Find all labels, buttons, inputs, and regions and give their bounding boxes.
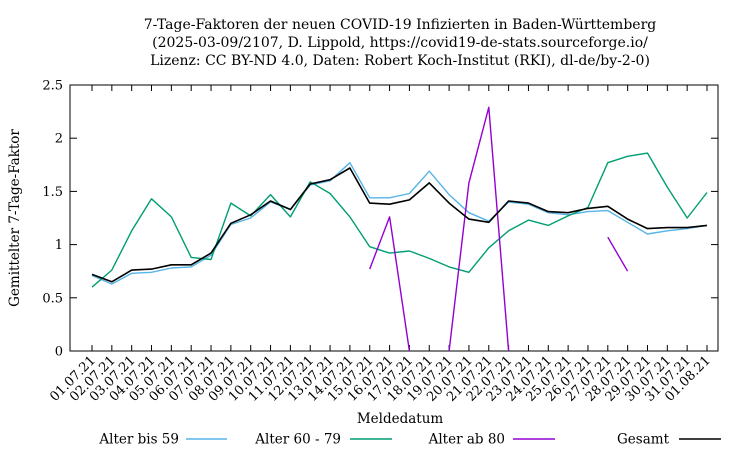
series-line-gesamt: [91, 167, 708, 283]
legend-label-gesamt: Gesamt: [617, 432, 670, 448]
y-axis: 0 0.5 1 1.5 2 2.5: [42, 79, 718, 360]
chart-title-line-2: (2025-03-09/2107, D. Lippold, https://co…: [152, 35, 648, 51]
series-line-alter-bis-59: [91, 162, 708, 285]
legend-label-alter-bis-59: Alter bis 59: [98, 432, 179, 448]
y-tick-label: 2.5: [42, 79, 63, 94]
legend-label-alter-ab-80: Alter ab 80: [428, 432, 505, 448]
y-tick-label: 2: [55, 132, 63, 147]
legend-label-alter-60-79: Alter 60 - 79: [254, 432, 341, 448]
x-axis: 01.07.2102.07.2103.07.2104.07.2105.07.21…: [47, 85, 714, 405]
y-axis-label: Gemittelter 7-Tage-Faktor: [7, 129, 23, 307]
y-tick-label: 1: [55, 238, 63, 253]
y-tick-label: 1.5: [42, 185, 63, 200]
series-group: [91, 106, 708, 352]
plot-frame: [69, 84, 719, 352]
series-line-alter-60-79: [91, 152, 708, 288]
chart-title: 7-Tage-Faktoren der neuen COVID-19 Infiz…: [144, 17, 657, 69]
chart-title-line-3: Lizenz: CC BY-ND 4.0, Daten: Robert Koch…: [150, 53, 650, 69]
series-line-alter-ab-80: [369, 106, 629, 352]
chart-title-line-1: 7-Tage-Faktoren der neuen COVID-19 Infiz…: [144, 17, 657, 33]
y-tick-label: 0.5: [42, 291, 63, 306]
legend: Alter bis 59 Alter 60 - 79 Alter ab 80 Gesa…: [98, 432, 721, 448]
x-axis-label: Meldedatum: [357, 411, 444, 427]
y-tick-label: 0: [55, 345, 63, 360]
